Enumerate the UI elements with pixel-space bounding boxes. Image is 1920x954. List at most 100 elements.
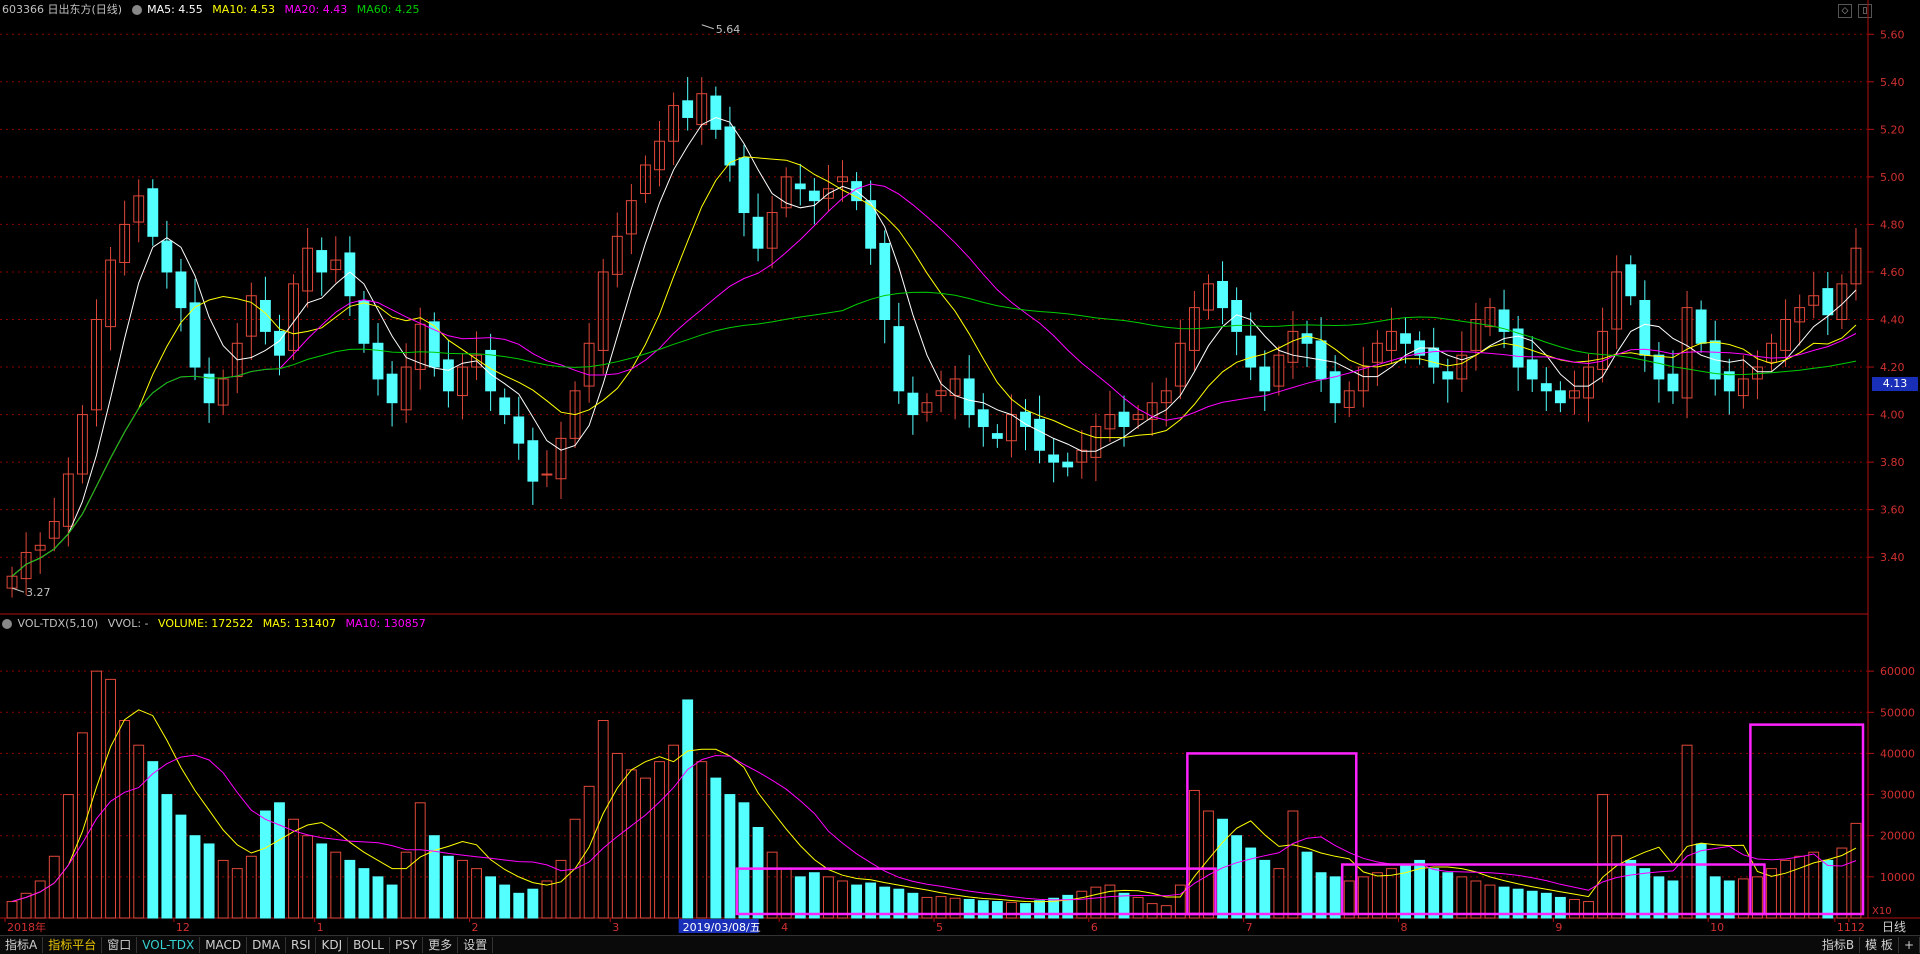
- price-legend: 603366 日出东方(日线) MA5: 4.55 MA10: 4.53 MA2…: [2, 2, 425, 18]
- volume-bar: [611, 752, 623, 919]
- tab-9[interactable]: PSY: [390, 937, 424, 953]
- volume-bar: [1174, 884, 1186, 919]
- volume-bar: [1329, 876, 1341, 919]
- candle-body: [231, 342, 243, 378]
- price-axis-label: 4.20: [1880, 361, 1905, 374]
- highlight-box: [1340, 863, 1766, 916]
- volume-bar: [386, 884, 398, 919]
- volume-bar: [1526, 890, 1538, 919]
- volume-bar: [442, 855, 454, 919]
- volume-bar: [1005, 901, 1017, 919]
- candle-body: [1794, 307, 1806, 323]
- candle-body: [1625, 264, 1637, 297]
- right-tab-0[interactable]: 指标B: [1817, 937, 1861, 953]
- candle-body: [893, 326, 905, 392]
- candle-body: [1174, 342, 1186, 387]
- date-axis-label: 8: [1401, 921, 1408, 934]
- candle-body: [1034, 418, 1045, 451]
- volume-bar: [851, 884, 863, 919]
- diamond-icon[interactable]: ◇: [1838, 4, 1852, 18]
- volume-bar: [1836, 847, 1848, 919]
- vol-indicator-name[interactable]: VOL-TDX(5,10): [17, 617, 99, 630]
- tab-6[interactable]: RSI: [286, 937, 317, 953]
- price-chart: 5.64 3.27: [6, 23, 1862, 599]
- tab-2[interactable]: 窗口: [102, 937, 138, 953]
- tab-5[interactable]: DMA: [247, 937, 286, 953]
- candle-body: [189, 302, 201, 368]
- candle-body: [1723, 371, 1735, 392]
- tab-8[interactable]: BOLL: [348, 937, 390, 953]
- candle-body: [288, 283, 299, 351]
- date-axis-label: 2019/03/08/五: [683, 921, 761, 934]
- volume-bar: [569, 818, 581, 919]
- volume-unit-label: X10: [1872, 906, 1892, 917]
- price-axis-label: 4.60: [1880, 266, 1905, 279]
- volume-bar: [625, 769, 637, 919]
- volume-bar: [668, 744, 680, 919]
- candle-body: [400, 366, 412, 411]
- candle-body: [738, 157, 750, 214]
- date-axis-label: 10: [1710, 921, 1724, 934]
- settings-icon[interactable]: [131, 5, 142, 15]
- candle-body: [485, 349, 497, 392]
- candle-body: [1259, 366, 1271, 392]
- volume-bar: [1667, 880, 1679, 919]
- candle-body: [907, 392, 919, 416]
- candle-body: [274, 330, 285, 356]
- volume-bar: [245, 855, 257, 919]
- candle-body: [161, 240, 173, 273]
- volume-bar: [1090, 886, 1102, 919]
- candle-body: [682, 100, 694, 118]
- candle-body: [1766, 342, 1777, 363]
- tab-4[interactable]: MACD: [200, 937, 248, 953]
- volume-bar: [48, 855, 60, 919]
- candle-body: [105, 259, 116, 328]
- volume-bar: [1554, 896, 1566, 919]
- date-axis-label: 3: [612, 921, 619, 934]
- volume-bar: [1780, 859, 1792, 919]
- volume-bar: [1442, 872, 1454, 919]
- vol-ma5-value: MA5: 131407: [262, 617, 336, 630]
- candle-body: [541, 473, 553, 476]
- tab-0[interactable]: 指标A: [0, 937, 44, 953]
- right-tab-1[interactable]: 模 板: [1860, 937, 1899, 953]
- candle-body: [1273, 354, 1285, 387]
- candle-body: [513, 416, 525, 444]
- volume-bar: [1104, 884, 1116, 919]
- candle-body: [977, 409, 989, 427]
- tab-1[interactable]: 指标平台: [43, 937, 103, 953]
- bottom-toolbar: 指标A 指标平台 窗口 VOL-TDX MACD DMA RSI KDJ BOLL PSY 更多 设置…: [0, 935, 1920, 954]
- tab-7[interactable]: KDJ: [316, 937, 349, 953]
- volume-bar: [991, 901, 1003, 919]
- volume-bar: [696, 761, 708, 919]
- template-tabs: 指标B 模 板 +: [1817, 937, 1920, 953]
- right-tab-2[interactable]: +: [1899, 937, 1920, 953]
- volume-bar: [1203, 810, 1214, 919]
- volume-bar: [752, 826, 764, 919]
- candle-body: [1498, 309, 1510, 332]
- price-axis-label: 3.80: [1880, 456, 1905, 469]
- date-axis-label: 7: [1246, 921, 1253, 934]
- candle-body: [330, 259, 342, 271]
- volume-bar: [91, 670, 102, 919]
- volume-bar: [738, 802, 750, 919]
- stock-title[interactable]: 603366 日出东方(日线): [2, 3, 123, 16]
- volume-value: VOLUME: 172522: [158, 617, 254, 630]
- tab-10[interactable]: 更多: [423, 937, 459, 953]
- date-cursor-bg: [678, 919, 759, 933]
- candle-body: [1442, 371, 1454, 380]
- candle-body: [316, 250, 328, 273]
- vol-settings-icon[interactable]: [2, 619, 12, 629]
- price-axis-label: 3.40: [1880, 551, 1905, 564]
- high-label: 5.64: [716, 23, 741, 36]
- candle-body: [1287, 330, 1299, 363]
- restore-icon[interactable]: ▯: [1858, 4, 1872, 18]
- candle-body: [1470, 319, 1482, 351]
- candle-body: [259, 299, 271, 332]
- tab-11[interactable]: 设置: [458, 937, 494, 953]
- tab-3[interactable]: VOL-TDX: [137, 937, 201, 953]
- volume-bar: [1231, 835, 1243, 919]
- volume-bar: [344, 859, 356, 919]
- volume-bar: [414, 802, 426, 919]
